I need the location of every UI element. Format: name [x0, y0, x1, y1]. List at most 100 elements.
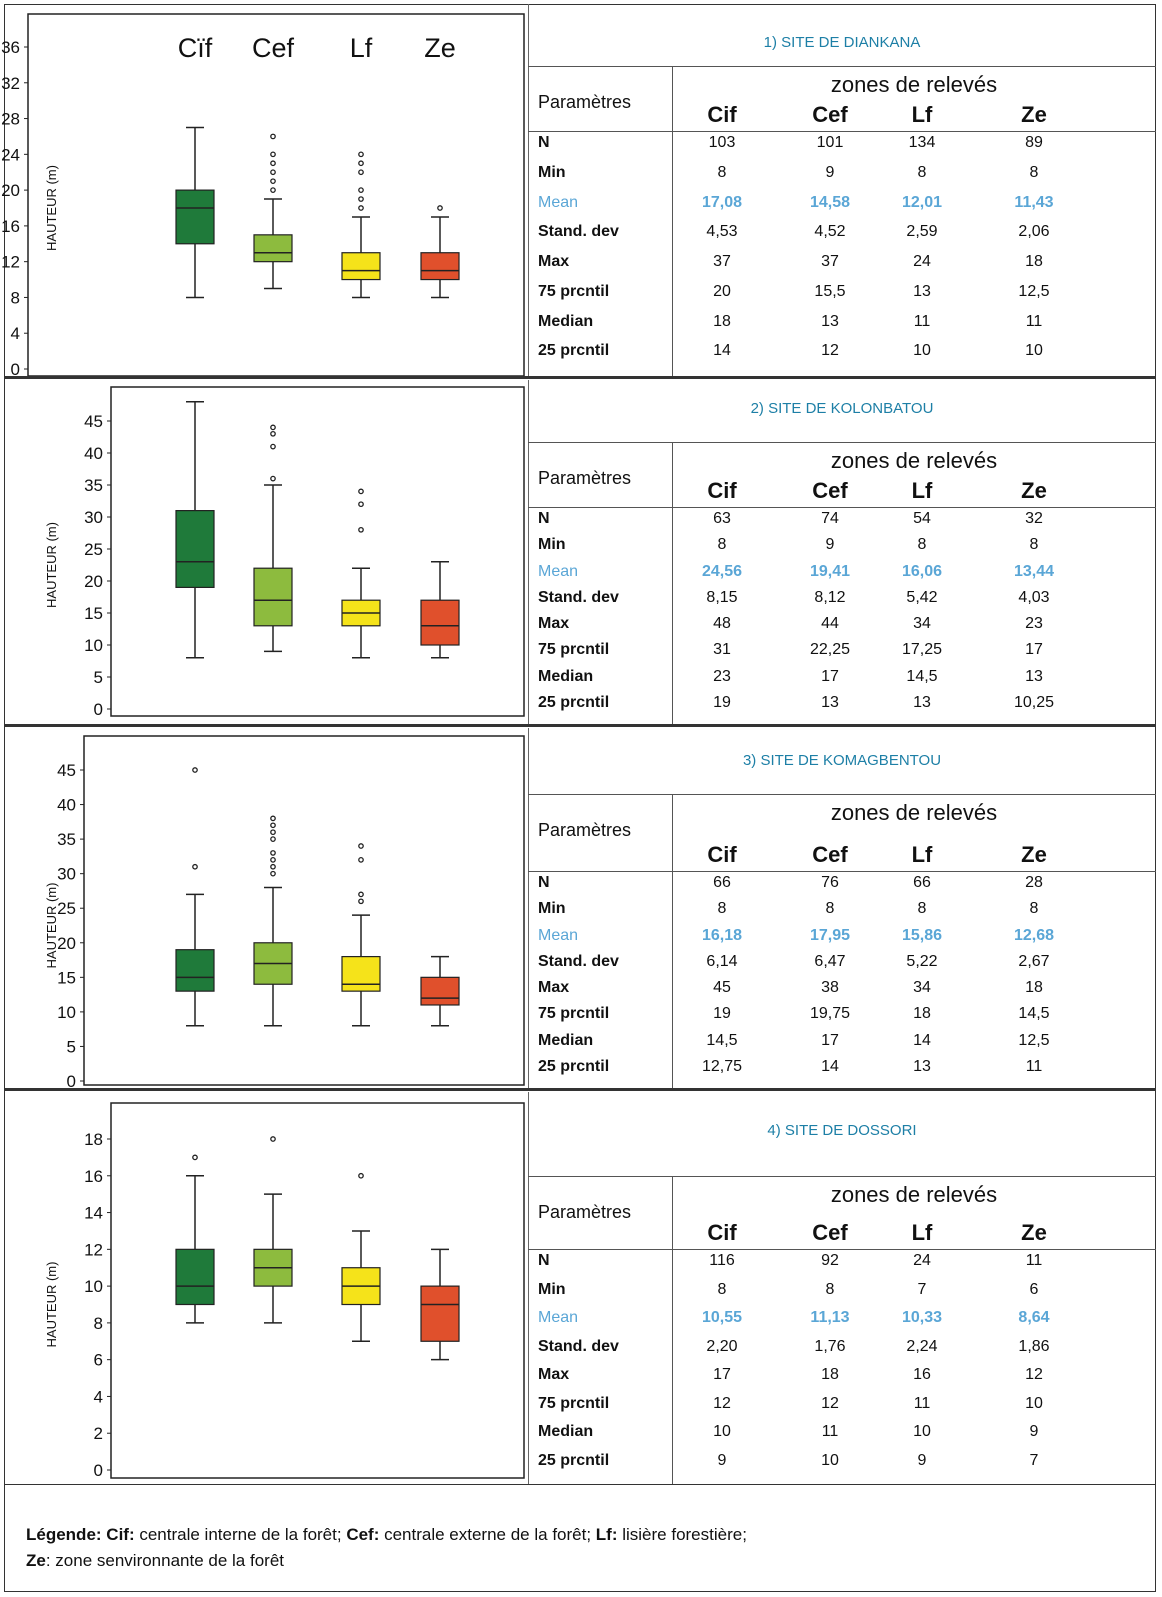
table-cell-ze: 7	[1029, 1451, 1039, 1469]
table-cell-lf: 8	[917, 900, 927, 918]
table-cell-cef: 44	[821, 615, 839, 632]
legend-desc-cif: centrale interne de la forêt;	[134, 1525, 347, 1544]
y-tick-label: 10	[57, 1003, 76, 1022]
box-iqr	[341, 252, 381, 281]
legend-desc-lf: lisière forestière;	[617, 1525, 747, 1544]
outlier-point	[192, 767, 198, 773]
table-cell-cif: 10	[713, 1423, 731, 1440]
table-cell-ze: 23	[1025, 615, 1043, 632]
box-iqr	[175, 949, 215, 992]
table-cell-lf: 11	[913, 1394, 931, 1412]
table-cell-cif: 9	[717, 1451, 727, 1469]
y-tick-label: 18	[84, 1130, 103, 1149]
table-cell-cef: 15,5	[814, 282, 846, 300]
table-cell-cif: 2,20	[706, 1337, 738, 1355]
table-cell-cef: 22,25	[809, 641, 851, 659]
legend-prefix: Légende:	[26, 1525, 102, 1544]
zones-header: zones de relevés	[830, 800, 998, 825]
table-cell-cif: 48	[713, 615, 731, 632]
box-iqr	[341, 955, 381, 992]
table-cell-lf: 10	[913, 1423, 931, 1440]
y-tick-label: 10	[84, 636, 103, 655]
table-top-rule	[528, 1176, 1156, 1177]
row-label: Stand. dev	[538, 223, 619, 241]
y-tick-label: 0	[94, 700, 103, 719]
y-tick-label: 15	[57, 968, 76, 987]
table-cell-cif: 45	[713, 979, 731, 996]
column-header-lf: Lf	[911, 102, 933, 127]
table-cell-cef: 8	[825, 1280, 835, 1298]
table-cell-cef: 6,47	[814, 952, 846, 970]
legend-separator	[4, 1484, 1156, 1485]
table-cell-lf: 54	[913, 510, 931, 527]
table-cell-lf: 34	[913, 979, 931, 996]
column-header-cif: Cif	[707, 1220, 737, 1245]
table-cell-lf: 11	[913, 312, 931, 330]
box-ze	[420, 1248, 460, 1361]
table-top-rule	[528, 794, 1156, 795]
panel-separator	[4, 724, 1156, 727]
outlier-point	[270, 815, 276, 822]
row-label: Median	[538, 1423, 594, 1440]
y-tick-label: 16	[84, 1167, 103, 1186]
box-ze	[420, 561, 460, 659]
column-header-ze: Ze	[1021, 102, 1047, 127]
table-cell-lf: 13	[913, 282, 931, 300]
table-cell-cif: 12,75	[701, 1057, 743, 1075]
table-cell-lf: 15,86	[901, 926, 943, 944]
site-title: 4) SITE DE DOSSORI	[767, 1122, 917, 1139]
legend-code-cef: Cef:	[346, 1525, 380, 1544]
outlier-point	[358, 526, 364, 533]
y-tick-label: 20	[57, 934, 76, 953]
panel-separator	[4, 376, 1156, 379]
y-tick-label: 5	[67, 1037, 76, 1056]
table-cell-ze: 12	[1025, 1366, 1043, 1383]
table-cell-ze: 18	[1025, 253, 1043, 270]
table-cell-cif: 6,14	[706, 952, 738, 970]
row-label: Max	[538, 1366, 570, 1383]
table-cell-cif: 37	[713, 253, 731, 270]
table-cell-cef: 8,12	[814, 588, 846, 606]
table-cell-ze: 8	[1029, 536, 1039, 554]
table-cell-lf: 16,06	[901, 562, 943, 580]
table-cell-lf: 5,22	[906, 952, 938, 970]
table-cell-ze: 8	[1029, 900, 1039, 918]
box-cef	[253, 133, 293, 290]
row-label: Median	[538, 312, 594, 330]
outlier-point	[270, 850, 276, 856]
table-cell-cif: 8	[717, 900, 727, 918]
category-label-lf: Lf	[350, 33, 373, 63]
table-cell-lf: 7	[917, 1280, 927, 1298]
table-cell-lf: 12,01	[901, 193, 943, 211]
table-cell-cef: 13	[821, 312, 839, 330]
y-axis-label: HAUTEUR (m)	[44, 522, 59, 608]
y-tick-label: 12	[84, 1240, 103, 1259]
table-cell-lf: 24	[913, 1252, 931, 1269]
outlier-point	[270, 1136, 276, 1142]
column-header-lf: Lf	[911, 478, 933, 503]
y-tick-label: 35	[57, 830, 76, 849]
box-iqr	[175, 1248, 215, 1306]
table-cell-lf: 8	[917, 163, 927, 181]
outlier-point	[270, 822, 276, 829]
site-title: 2) SITE DE KOLONBATOU	[750, 400, 934, 417]
table-cell-cef: 74	[821, 510, 839, 527]
table-cell-cef: 38	[821, 979, 839, 996]
y-axis-label: HAUTEUR (m)	[44, 883, 59, 969]
table-cell-cif: 66	[713, 874, 731, 891]
table-cell-cef: 12	[821, 342, 839, 360]
outlier-point	[270, 829, 276, 836]
box-iqr	[420, 976, 460, 1006]
category-label-cif: Cïf	[178, 33, 213, 63]
box-cif	[175, 767, 215, 1027]
y-tick-label: 24	[1, 145, 20, 164]
row-label: Mean	[538, 193, 579, 211]
y-tick-label: 2	[94, 1424, 103, 1443]
table-cell-cif: 8	[717, 163, 727, 181]
table-cell-ze: 12,5	[1018, 1031, 1050, 1049]
zones-header: zones de relevés	[830, 72, 998, 97]
table-cell-ze: 2,67	[1018, 952, 1050, 970]
outlier-point	[358, 160, 364, 167]
table-cell-cif: 17	[713, 1366, 731, 1383]
